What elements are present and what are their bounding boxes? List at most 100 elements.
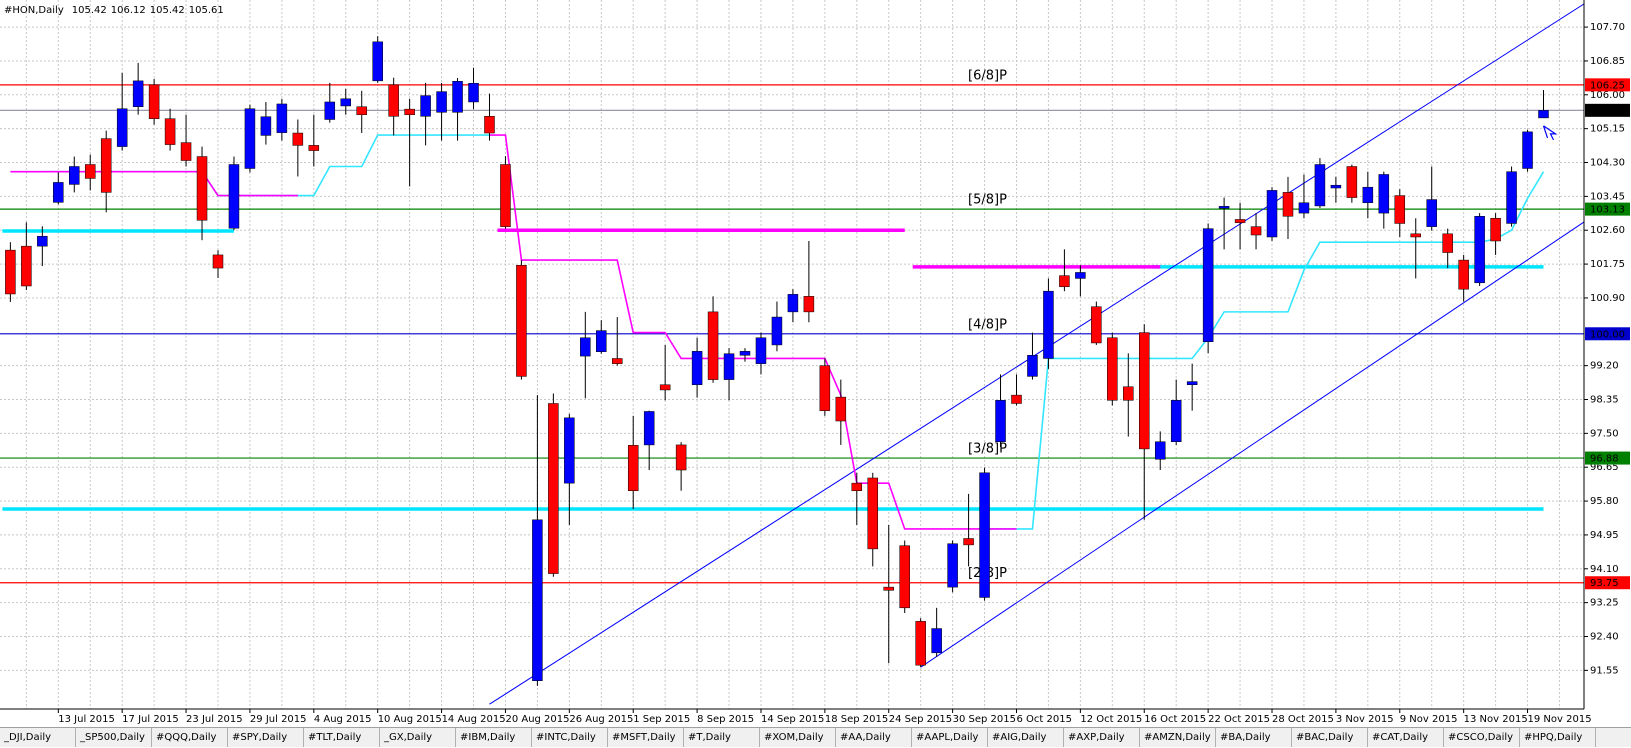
candle-body — [164, 118, 176, 145]
level-name: [4/8]P — [968, 317, 1007, 332]
level-name: [3/8]P — [968, 442, 1007, 457]
symbol-tab[interactable]: #MSFT,Daily — [608, 728, 684, 747]
candle-body — [1330, 184, 1342, 189]
x-tick-label: 16 Oct 2015 — [1144, 714, 1206, 725]
x-tick-label: 26 Aug 2015 — [569, 714, 633, 725]
level-label: 106.25 — [1590, 80, 1625, 91]
candle-body — [707, 311, 719, 380]
candle-body — [1107, 337, 1118, 401]
trendline — [920, 221, 1584, 668]
x-tick-label: 22 Oct 2015 — [1208, 714, 1270, 725]
symbol-tab[interactable]: #AIG,Daily — [988, 728, 1064, 747]
x-tick-label: 30 Sep 2015 — [953, 714, 1016, 725]
header-low: 105.42 — [150, 5, 185, 16]
x-tick-label: 12 Oct 2015 — [1080, 714, 1142, 725]
candle-body — [1091, 306, 1102, 344]
symbol-tab[interactable]: #TLT,Daily — [304, 728, 380, 747]
symbol-tab[interactable]: #QQQ,Daily — [152, 728, 228, 747]
candle-body — [324, 101, 336, 120]
symbol-tab[interactable]: #IBM,Daily — [456, 728, 532, 747]
level-box — [1585, 576, 1630, 590]
candle-body — [1282, 192, 1294, 217]
symbol-tab[interactable]: #AXP,Daily — [1064, 728, 1140, 747]
candle-body — [675, 444, 687, 471]
signal-arrow — [1542, 125, 1558, 141]
candle-body — [37, 235, 48, 247]
x-tick-label: 28 Oct 2015 — [1272, 714, 1334, 725]
candle-body — [53, 182, 64, 203]
symbol-tab[interactable]: #BA,Daily — [1216, 728, 1292, 747]
candle-body — [21, 245, 32, 287]
y-tick-label: 95.80 — [1590, 496, 1619, 507]
candle-body — [1394, 195, 1406, 224]
candle-body — [1234, 219, 1246, 223]
symbol-tab[interactable]: #AAPL,Daily — [912, 728, 988, 747]
y-tick-label: 91.55 — [1590, 665, 1619, 676]
symbol-tabs: _DJI,Daily _SP500,Daily #QQQ,Daily #SPY,Dai… — [0, 727, 1631, 747]
y-tick-label: 105.15 — [1590, 124, 1625, 135]
symbol-tab[interactable]: #SPY,Daily — [228, 728, 304, 747]
candle-body — [643, 411, 655, 446]
candle-body — [1538, 110, 1549, 119]
chart-header: #HON,Daily 105.42 106.12 105.42 105.61 — [4, 5, 224, 16]
candle-body — [755, 337, 767, 364]
symbol-tab[interactable]: _DJI,Daily — [0, 728, 76, 747]
candle-body — [931, 628, 942, 654]
trendline — [489, 3, 1584, 705]
symbol-tab[interactable]: #XOM,Daily — [760, 728, 836, 747]
candle-body — [1186, 381, 1198, 386]
candle-body — [819, 365, 831, 411]
candle-body — [132, 80, 144, 107]
candle-body — [1250, 226, 1262, 236]
candle-body — [803, 296, 815, 313]
candle-body — [116, 108, 128, 147]
x-tick-label: 3 Nov 2015 — [1336, 714, 1394, 725]
symbol-tab[interactable]: #AMZN,Daily — [1140, 728, 1216, 747]
header-close: 105.61 — [189, 5, 224, 16]
x-tick-label: 10 Aug 2015 — [378, 714, 442, 725]
symbol-tab[interactable]: #BAC,Daily — [1292, 728, 1368, 747]
candle-body — [787, 294, 799, 313]
candle-body — [244, 108, 256, 169]
candle-body — [500, 164, 511, 227]
x-tick-label: 24 Sep 2015 — [889, 714, 952, 725]
candle-body — [1154, 441, 1166, 460]
symbol-tab[interactable]: #AA,Daily — [836, 728, 912, 747]
candle-body — [5, 249, 16, 295]
candle-body — [835, 396, 847, 422]
symbol-tab[interactable]: _SP500,Daily — [76, 728, 152, 747]
candle-body — [388, 84, 399, 117]
level-label: 103.13 — [1590, 205, 1625, 216]
candle-body — [979, 472, 990, 598]
x-tick-label: 9 Nov 2015 — [1400, 714, 1458, 725]
x-tick-label: 8 Sep 2015 — [697, 714, 754, 725]
symbol-tab[interactable]: #CSCO,Daily — [1444, 728, 1520, 747]
level-box — [1585, 202, 1630, 216]
symbol-tab[interactable]: _GX,Daily — [380, 728, 456, 747]
y-tick-label: 102.60 — [1590, 225, 1625, 236]
x-tick-label: 23 Jul 2015 — [186, 714, 243, 725]
candle-body — [516, 265, 527, 377]
candle-body — [1043, 290, 1054, 359]
indicator-line — [10, 134, 1017, 530]
candle-body — [1506, 171, 1517, 224]
candle-body — [420, 95, 431, 117]
y-tick-label: 94.10 — [1590, 564, 1619, 575]
symbol-tab[interactable]: #INTC,Daily — [532, 728, 608, 747]
candle-body — [1410, 233, 1421, 238]
level-label: 93.75 — [1590, 578, 1619, 589]
symbol-tab[interactable]: #CAT,Daily — [1368, 728, 1444, 747]
y-tick-label: 94.95 — [1590, 530, 1619, 541]
level-box — [1585, 78, 1630, 92]
candle-body — [596, 330, 607, 352]
candle-body — [69, 166, 80, 185]
symbol-tab[interactable]: #T,Daily — [684, 728, 760, 747]
candle-body — [867, 477, 879, 550]
x-tick-label: 4 Aug 2015 — [314, 714, 372, 725]
symbol-tab[interactable]: #HPQ,Daily — [1520, 728, 1596, 747]
candle-body — [995, 400, 1006, 442]
x-tick-label: 29 Jul 2015 — [250, 714, 307, 725]
y-tick-label: 100.90 — [1590, 293, 1625, 304]
candle-body — [947, 543, 958, 588]
candle-body — [308, 145, 320, 151]
